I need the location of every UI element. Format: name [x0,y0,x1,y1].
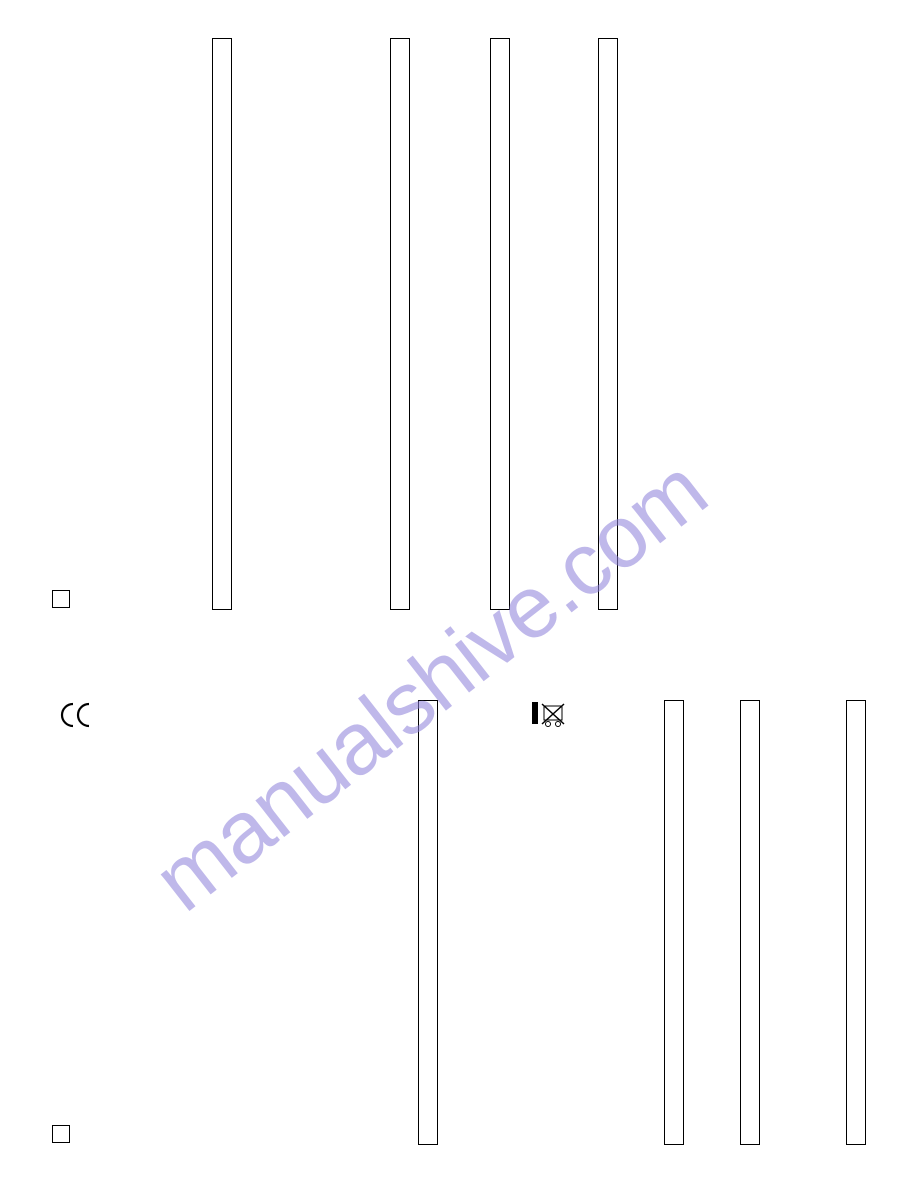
upper-bar-3 [490,38,510,610]
ce-mark-icon [60,700,92,730]
lower-bar-right-1 [664,700,684,1145]
weee-bin-icon [532,700,572,730]
upper-bar-4 [598,38,618,610]
upper-bar-1 [212,38,232,610]
document-page: manualshive.com [0,0,918,1188]
upper-page-box [52,590,70,608]
lower-bar-right-3 [846,700,866,1145]
lower-page-box [52,1125,70,1143]
lower-bar-right-2 [740,700,760,1145]
upper-bar-2 [390,38,410,610]
lower-bar-left [418,700,438,1145]
